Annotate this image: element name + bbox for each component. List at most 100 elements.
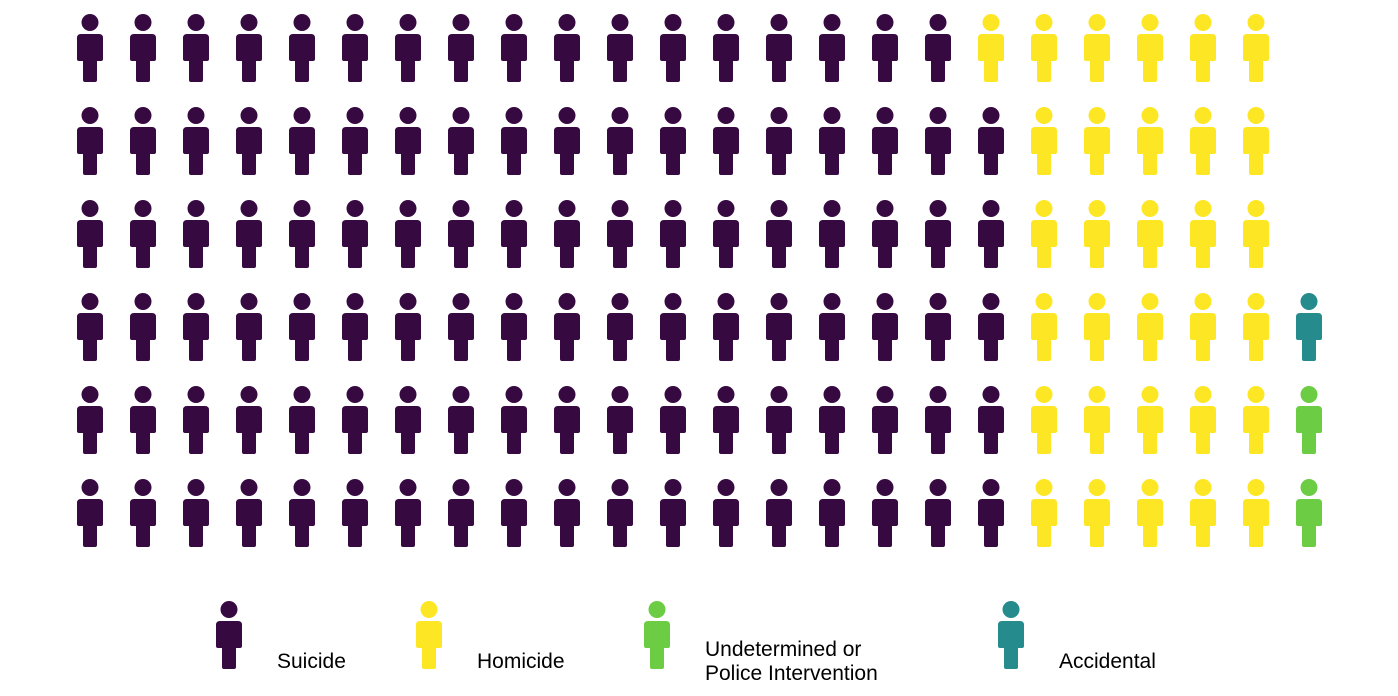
person-icon-suicide bbox=[554, 386, 580, 454]
person-icon-suicide bbox=[183, 200, 209, 268]
person-icon-suicide bbox=[978, 293, 1004, 361]
person-icon-suicide bbox=[713, 200, 739, 268]
person-icon-suicide bbox=[77, 107, 103, 175]
person-icon-suicide bbox=[607, 14, 633, 82]
person-icon-suicide bbox=[872, 14, 898, 82]
person-icon-suicide bbox=[236, 107, 262, 175]
person-icon-suicide bbox=[77, 200, 103, 268]
legend-label: Accidental bbox=[1059, 650, 1156, 674]
person-icon-suicide bbox=[766, 479, 792, 547]
waffle-chart bbox=[77, 14, 1322, 547]
person-icon-suicide bbox=[925, 293, 951, 361]
chart-legend: Suicide Homicide Undetermined or Police Int… bbox=[0, 590, 1398, 696]
legend-person-icon bbox=[416, 601, 442, 669]
person-icon-suicide bbox=[713, 107, 739, 175]
person-icon-suicide bbox=[448, 386, 474, 454]
person-icon-suicide bbox=[766, 293, 792, 361]
person-icon-suicide bbox=[713, 479, 739, 547]
person-icon-suicide bbox=[978, 107, 1004, 175]
person-icon-suicide bbox=[289, 107, 315, 175]
person-icon-suicide bbox=[395, 14, 421, 82]
person-icon-suicide bbox=[236, 14, 262, 82]
person-icon-suicide bbox=[925, 200, 951, 268]
person-icon-homicide bbox=[1243, 107, 1269, 175]
legend-label: Suicide bbox=[277, 650, 346, 674]
person-icon-homicide bbox=[1031, 107, 1057, 175]
person-icon-homicide bbox=[978, 14, 1004, 82]
person-icon-suicide bbox=[289, 479, 315, 547]
person-icon-suicide bbox=[713, 293, 739, 361]
person-icon-suicide bbox=[77, 14, 103, 82]
person-icon-suicide bbox=[183, 14, 209, 82]
person-icon-accidental bbox=[1296, 293, 1322, 361]
person-icon-suicide bbox=[395, 386, 421, 454]
person-icon-homicide bbox=[1190, 200, 1216, 268]
person-icon-suicide bbox=[130, 14, 156, 82]
person-icon-homicide bbox=[1137, 293, 1163, 361]
legend-person-icon bbox=[644, 601, 670, 669]
person-icon-suicide bbox=[501, 107, 527, 175]
person-icon-homicide bbox=[1137, 479, 1163, 547]
person-icon-homicide bbox=[1190, 107, 1216, 175]
person-icon-suicide bbox=[289, 386, 315, 454]
person-icon-suicide bbox=[236, 479, 262, 547]
person-icon-suicide bbox=[183, 386, 209, 454]
person-icon-homicide bbox=[1137, 14, 1163, 82]
person-icon-suicide bbox=[130, 200, 156, 268]
person-icon-homicide bbox=[1084, 14, 1110, 82]
person-icon-suicide bbox=[395, 479, 421, 547]
person-icon-suicide bbox=[183, 107, 209, 175]
person-icon-suicide bbox=[554, 479, 580, 547]
person-icon-homicide bbox=[1031, 386, 1057, 454]
person-icon-suicide bbox=[289, 293, 315, 361]
person-icon-homicide bbox=[1084, 293, 1110, 361]
person-icon-suicide bbox=[130, 479, 156, 547]
person-icon-suicide bbox=[925, 386, 951, 454]
person-icon-suicide bbox=[448, 107, 474, 175]
person-icon-homicide bbox=[1137, 107, 1163, 175]
person-icon-suicide bbox=[766, 14, 792, 82]
person-icon-suicide bbox=[342, 14, 368, 82]
person-icon-suicide bbox=[501, 293, 527, 361]
person-icon-suicide bbox=[448, 14, 474, 82]
person-icon-suicide bbox=[554, 107, 580, 175]
person-icon-suicide bbox=[236, 293, 262, 361]
person-icon-suicide bbox=[130, 107, 156, 175]
person-icon-suicide bbox=[660, 107, 686, 175]
person-icon-homicide bbox=[1031, 200, 1057, 268]
person-icon-suicide bbox=[501, 479, 527, 547]
person-icon-suicide bbox=[660, 386, 686, 454]
person-icon-suicide bbox=[183, 479, 209, 547]
person-icon-undetermined-or-police-intervention bbox=[1296, 479, 1322, 547]
person-icon-homicide bbox=[1243, 293, 1269, 361]
person-icon-homicide bbox=[1190, 14, 1216, 82]
person-icon-suicide bbox=[448, 200, 474, 268]
person-icon-suicide bbox=[448, 293, 474, 361]
person-icon-suicide bbox=[395, 293, 421, 361]
person-icon-suicide bbox=[342, 107, 368, 175]
person-icon-suicide bbox=[978, 479, 1004, 547]
person-icon-suicide bbox=[607, 386, 633, 454]
person-icon-suicide bbox=[554, 14, 580, 82]
person-icon-homicide bbox=[1031, 479, 1057, 547]
person-icon-suicide bbox=[236, 386, 262, 454]
person-icon-suicide bbox=[713, 14, 739, 82]
person-icon-suicide bbox=[978, 386, 1004, 454]
person-icon-suicide bbox=[766, 386, 792, 454]
person-icon-suicide bbox=[77, 479, 103, 547]
person-icon-suicide bbox=[819, 293, 845, 361]
person-icon-suicide bbox=[607, 200, 633, 268]
person-icon-suicide bbox=[872, 479, 898, 547]
person-icon-suicide bbox=[130, 386, 156, 454]
person-icon-homicide bbox=[1190, 479, 1216, 547]
person-icon-suicide bbox=[872, 200, 898, 268]
person-icon-homicide bbox=[1084, 479, 1110, 547]
person-icon-suicide bbox=[77, 386, 103, 454]
person-icon-suicide bbox=[713, 386, 739, 454]
person-icon-suicide bbox=[872, 386, 898, 454]
person-icon-suicide bbox=[660, 14, 686, 82]
person-icon-suicide bbox=[925, 107, 951, 175]
person-icon-suicide bbox=[872, 107, 898, 175]
person-icon-suicide bbox=[130, 293, 156, 361]
legend-label: Undetermined or Police Intervention bbox=[705, 638, 878, 686]
